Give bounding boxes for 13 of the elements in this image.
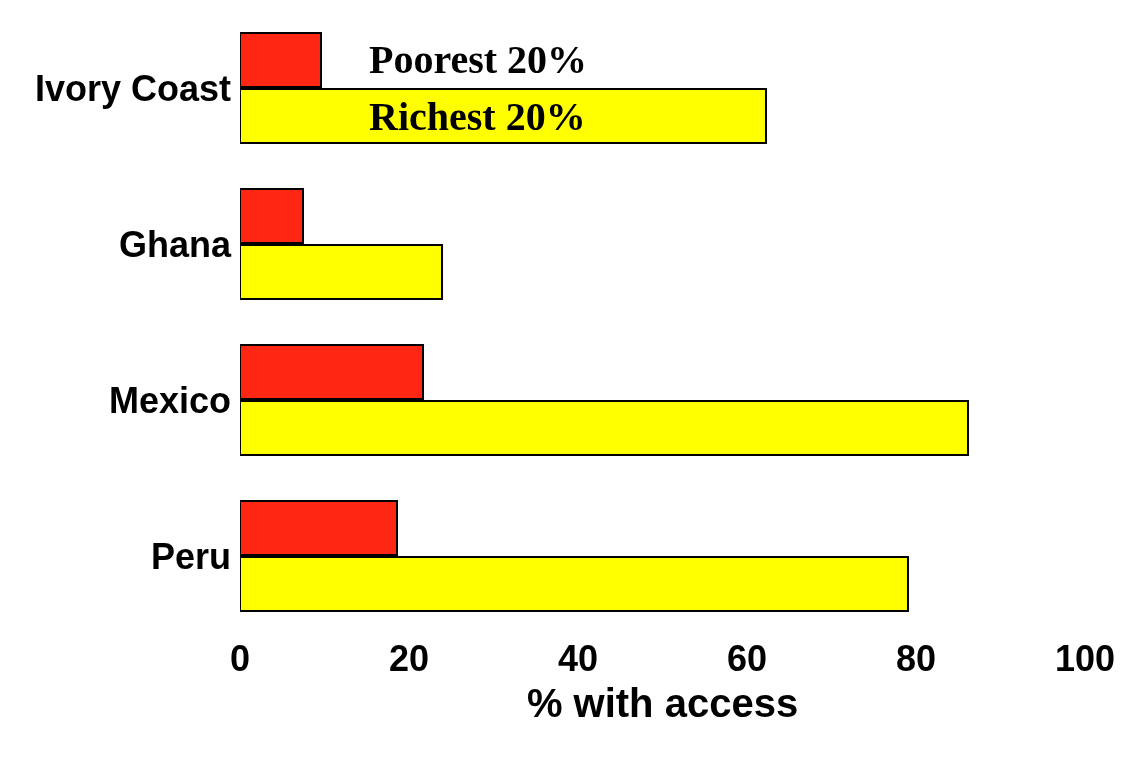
x-tick-label: 0 — [229, 638, 251, 679]
y-tick-label: Peru — [150, 535, 231, 577]
x-tick-label: 60 — [726, 638, 768, 679]
x-tick-label: 40 — [557, 638, 599, 679]
x-tick-label: 80 — [895, 638, 937, 679]
x-axis-title: % with access — [526, 680, 799, 725]
series-label: Poorest 20% — [369, 37, 588, 82]
x-tick-label: 20 — [388, 638, 430, 679]
series-label: Richest 20% — [369, 94, 586, 139]
y-tick-label: Ivory Coast — [34, 67, 231, 109]
y-tick-label: Mexico — [108, 379, 231, 421]
x-tick-label: 100 — [1054, 638, 1116, 679]
y-tick-label: Ghana — [118, 223, 232, 265]
